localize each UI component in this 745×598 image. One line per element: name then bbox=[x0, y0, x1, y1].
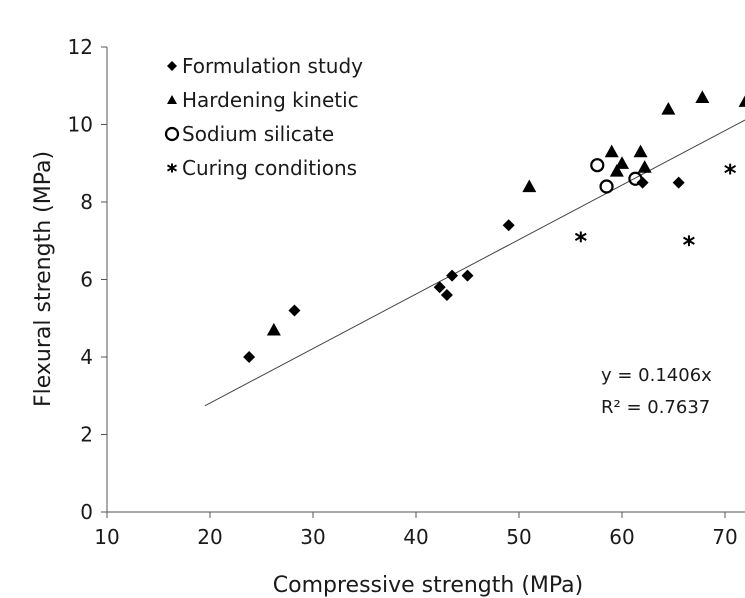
trendline-equation: y = 0.1406x bbox=[601, 365, 712, 386]
y-tick-label: 4 bbox=[80, 345, 93, 369]
y-tick-label: 2 bbox=[80, 423, 93, 447]
x-tick-label: 50 bbox=[506, 525, 531, 549]
data-point-circle bbox=[590, 158, 605, 173]
y-tick-label: 10 bbox=[68, 113, 93, 137]
x-tick-label: 10 bbox=[94, 525, 119, 549]
series-circle bbox=[590, 158, 643, 194]
data-point-asterisk bbox=[683, 235, 695, 247]
series-diamond bbox=[243, 176, 685, 363]
y-tick-label: 8 bbox=[80, 190, 93, 214]
data-point-asterisk bbox=[574, 231, 587, 243]
data-point-triangle bbox=[695, 90, 710, 103]
data-point-diamond bbox=[636, 176, 649, 189]
legend-marker-diamond bbox=[167, 61, 177, 71]
legend-label: Sodium silicate bbox=[182, 122, 334, 146]
x-axis-title: Compressive strength (MPa) bbox=[273, 573, 583, 598]
trendline bbox=[204, 119, 745, 407]
data-point-triangle bbox=[609, 164, 624, 177]
legend-marker-circle bbox=[164, 126, 180, 142]
x-tick-label: 60 bbox=[609, 525, 634, 549]
trendline-group bbox=[204, 119, 745, 407]
data-point-asterisk bbox=[724, 163, 737, 175]
data-point-triangle bbox=[661, 102, 676, 115]
data-point-triangle bbox=[637, 160, 652, 173]
data-point-diamond bbox=[502, 219, 515, 232]
legend-marker-asterisk bbox=[166, 163, 178, 173]
y-tick-label: 6 bbox=[80, 268, 93, 292]
x-tick-label: 70 bbox=[712, 525, 737, 549]
legend-label: Formulation study bbox=[182, 54, 363, 78]
data-point-circle bbox=[628, 171, 643, 186]
data-point-diamond bbox=[433, 281, 446, 294]
y-axis-title: Flexural strength (MPa) bbox=[31, 151, 56, 407]
series-triangle bbox=[266, 90, 745, 336]
x-tick-label: 30 bbox=[300, 525, 325, 549]
r-squared-label: R² = 0.7637 bbox=[601, 397, 710, 418]
data-point-triangle bbox=[615, 156, 629, 169]
data-point-triangle bbox=[633, 144, 648, 158]
data-point-diamond bbox=[461, 269, 474, 282]
data-point-triangle bbox=[604, 144, 619, 158]
legend: Formulation study Hardening kinetic Sodium… bbox=[164, 54, 363, 180]
axes: 0 2 4 6 8 10 12 10 20 30 40 50 60 70 Compressive stren… bbox=[31, 35, 745, 598]
series-asterisk bbox=[574, 163, 737, 247]
data-point-circle bbox=[599, 179, 614, 194]
data-point-triangle bbox=[738, 95, 745, 107]
legend-marker-triangle bbox=[167, 95, 177, 104]
legend-label: Hardening kinetic bbox=[182, 88, 359, 112]
data-point-diamond bbox=[243, 351, 256, 363]
legend-label: Curing conditions bbox=[182, 156, 357, 180]
data-points bbox=[243, 90, 745, 363]
y-tick-label: 12 bbox=[68, 35, 93, 59]
data-point-triangle bbox=[522, 179, 537, 193]
data-point-diamond bbox=[288, 304, 301, 317]
data-point-diamond bbox=[446, 269, 459, 282]
data-point-diamond bbox=[672, 176, 685, 189]
x-tick-label: 40 bbox=[403, 525, 428, 549]
data-point-triangle bbox=[266, 322, 281, 336]
y-tick-label: 0 bbox=[80, 500, 93, 524]
x-tick-label: 20 bbox=[197, 525, 222, 549]
annotations: y = 0.1406x R² = 0.7637 bbox=[601, 365, 712, 418]
data-point-diamond bbox=[440, 289, 453, 301]
